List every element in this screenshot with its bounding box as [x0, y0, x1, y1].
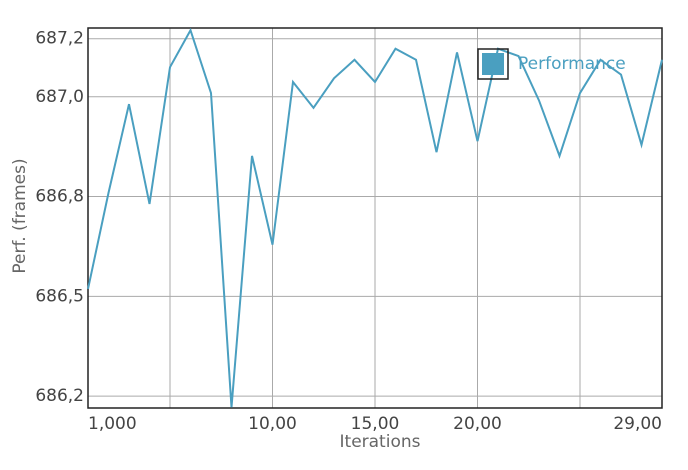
line: [87, 27, 663, 408]
plot-border: [87, 27, 663, 409]
x-tick-label: 15,00: [351, 414, 400, 434]
x-tick-label: 20,00: [453, 414, 502, 434]
y-tick-label: 687,0: [35, 87, 84, 107]
y-tick-label: 686,8: [35, 187, 84, 207]
x-tick-label: 1,000: [88, 414, 137, 434]
y-tick-label: 687,2: [35, 29, 84, 49]
y-tick-label: 686,5: [35, 286, 84, 306]
legend-marker: [482, 53, 504, 75]
x-tick-label: 10,00: [248, 414, 297, 434]
y-tick-label: 686,2: [35, 386, 84, 406]
legend-frame: [477, 48, 509, 80]
x-tick-label: 29,00: [613, 414, 662, 434]
y-axis-title: Perf. (frames): [10, 158, 30, 273]
x-axis-title: Iterations: [340, 432, 421, 452]
legend-label: Performance: [518, 54, 626, 74]
